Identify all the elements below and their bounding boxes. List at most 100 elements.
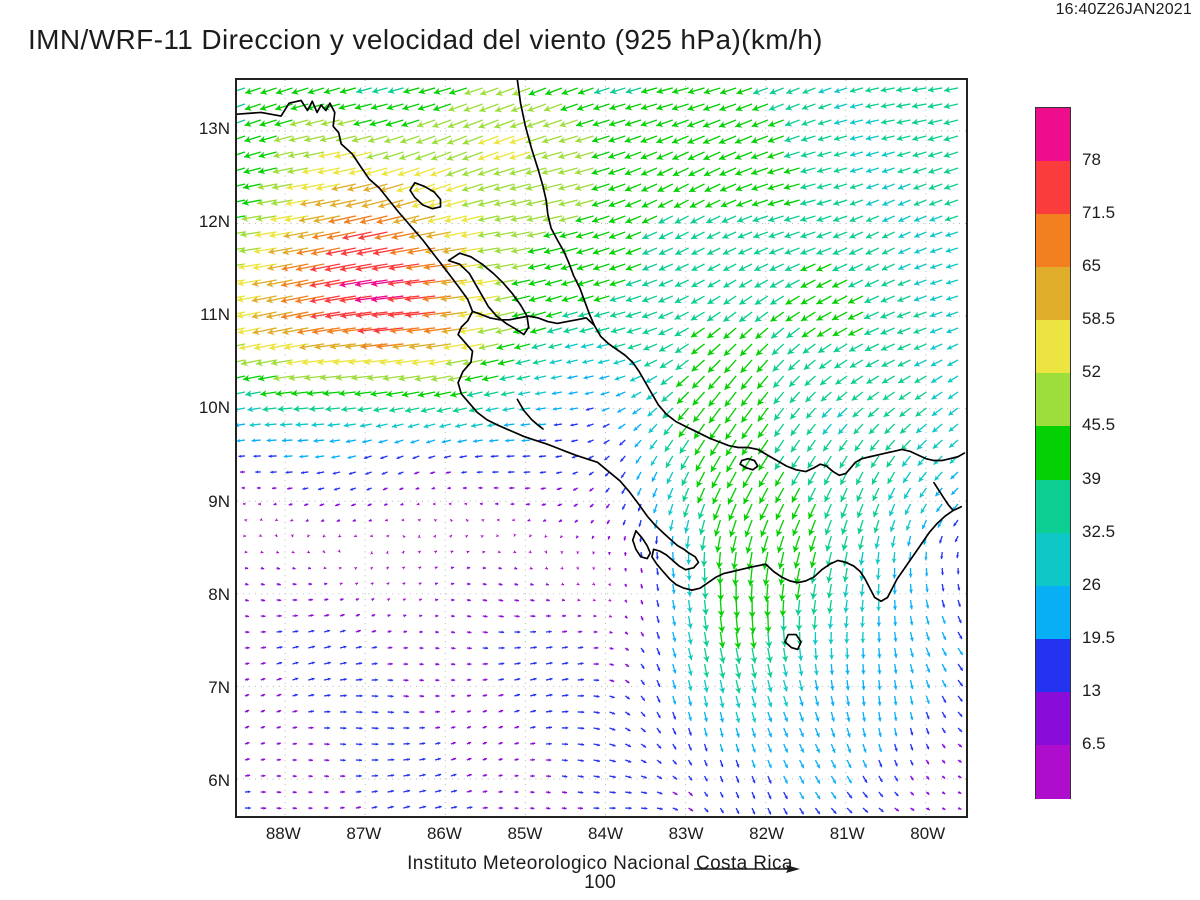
wind-barb xyxy=(640,615,644,621)
wind-barb xyxy=(640,151,658,160)
wind-barb xyxy=(735,743,740,753)
wind-barb xyxy=(646,391,658,401)
wind-barb xyxy=(798,695,804,707)
wind-barb xyxy=(498,630,505,634)
wind-barb xyxy=(957,727,963,733)
wind-barb xyxy=(672,807,679,811)
wind-barb xyxy=(824,487,832,503)
wind-barb xyxy=(941,695,947,704)
wind-barb xyxy=(739,343,753,357)
wind-barb xyxy=(387,87,404,94)
wind-barb xyxy=(270,215,293,223)
wind-barb xyxy=(574,199,594,207)
wind-barb xyxy=(643,343,658,351)
wind-barb xyxy=(864,279,880,288)
wind-barb xyxy=(355,805,362,810)
wind-barb xyxy=(687,87,705,95)
wind-barb xyxy=(308,661,315,665)
wind-barb xyxy=(927,118,943,126)
wind-barb xyxy=(816,247,832,255)
wind-barb xyxy=(656,775,663,780)
wind-barb xyxy=(340,774,346,778)
wind-barb xyxy=(333,487,341,491)
wind-barb xyxy=(528,87,547,96)
wind-barb xyxy=(663,423,674,436)
wind-barb xyxy=(641,183,658,192)
wind-barb xyxy=(529,566,533,570)
wind-barb xyxy=(237,103,246,111)
wind-barb xyxy=(892,583,898,595)
colorbar[interactable] xyxy=(1035,107,1071,799)
wind-barb xyxy=(747,567,755,587)
wind-barb xyxy=(800,279,816,289)
wind-barb xyxy=(876,663,882,675)
wind-barb xyxy=(447,486,452,490)
wind-barb xyxy=(737,231,753,239)
wind-barb xyxy=(913,327,927,334)
wind-barb xyxy=(510,199,531,207)
wind-barb xyxy=(425,439,436,444)
wind-barb xyxy=(378,439,388,444)
wind-barb xyxy=(664,439,674,452)
wind-barb xyxy=(805,407,816,419)
wind-barb xyxy=(925,727,930,735)
wind-barb xyxy=(244,103,261,111)
wind-barb xyxy=(367,135,388,144)
wind-barb xyxy=(576,103,594,111)
wind-barb xyxy=(846,775,853,784)
wind-barb xyxy=(690,231,705,240)
wind-barb xyxy=(751,183,769,191)
wind-barb xyxy=(707,295,721,305)
wind-barb xyxy=(541,151,563,160)
wind-barb xyxy=(702,615,710,632)
wind-barb xyxy=(244,741,250,745)
wind-barb xyxy=(908,583,914,594)
wind-barb xyxy=(386,103,404,111)
wind-barb xyxy=(878,743,883,753)
wind-barb xyxy=(380,455,388,460)
wind-barb xyxy=(639,567,644,574)
wind-barb xyxy=(237,263,246,266)
wind-barb xyxy=(786,327,801,339)
wind-barb xyxy=(930,263,943,270)
wind-barb xyxy=(637,503,642,512)
wind-barb xyxy=(544,534,548,538)
wind-barb xyxy=(442,247,467,255)
wind-barb xyxy=(473,438,483,444)
wind-barb xyxy=(832,215,848,223)
wind-barb xyxy=(735,759,740,768)
wind-barb xyxy=(323,629,331,633)
wind-barb xyxy=(369,119,388,127)
wind-barb xyxy=(634,439,642,448)
wind-barb xyxy=(591,581,596,586)
wind-barb xyxy=(723,327,737,340)
wind-barb xyxy=(387,678,394,682)
wind-barb xyxy=(401,119,420,128)
wind-barb xyxy=(767,215,784,223)
wind-barb xyxy=(704,183,721,193)
wind-barb xyxy=(830,727,836,738)
wind-barb xyxy=(308,742,314,746)
wind-barb xyxy=(880,118,895,125)
wind-barb xyxy=(561,726,569,730)
wind-barb xyxy=(624,695,631,700)
wind-barb xyxy=(345,199,372,209)
wind-barb xyxy=(956,568,960,575)
wind-barb xyxy=(785,87,800,95)
wind-barb xyxy=(781,647,789,662)
wind-barb xyxy=(814,759,821,769)
wind-barb xyxy=(840,487,848,503)
wind-barb xyxy=(824,503,832,519)
wind-barb xyxy=(597,359,610,365)
wind-barb xyxy=(243,151,261,159)
wind-barb xyxy=(363,183,388,193)
wind-barb xyxy=(244,630,250,634)
wind-barb xyxy=(466,694,472,698)
map-plot-area[interactable] xyxy=(235,78,968,818)
wind-barb xyxy=(423,423,436,429)
wind-barb xyxy=(877,711,882,722)
wind-barb xyxy=(351,135,372,143)
wind-barb xyxy=(957,583,961,591)
wind-barb xyxy=(527,263,547,271)
wind-barb xyxy=(465,550,470,554)
